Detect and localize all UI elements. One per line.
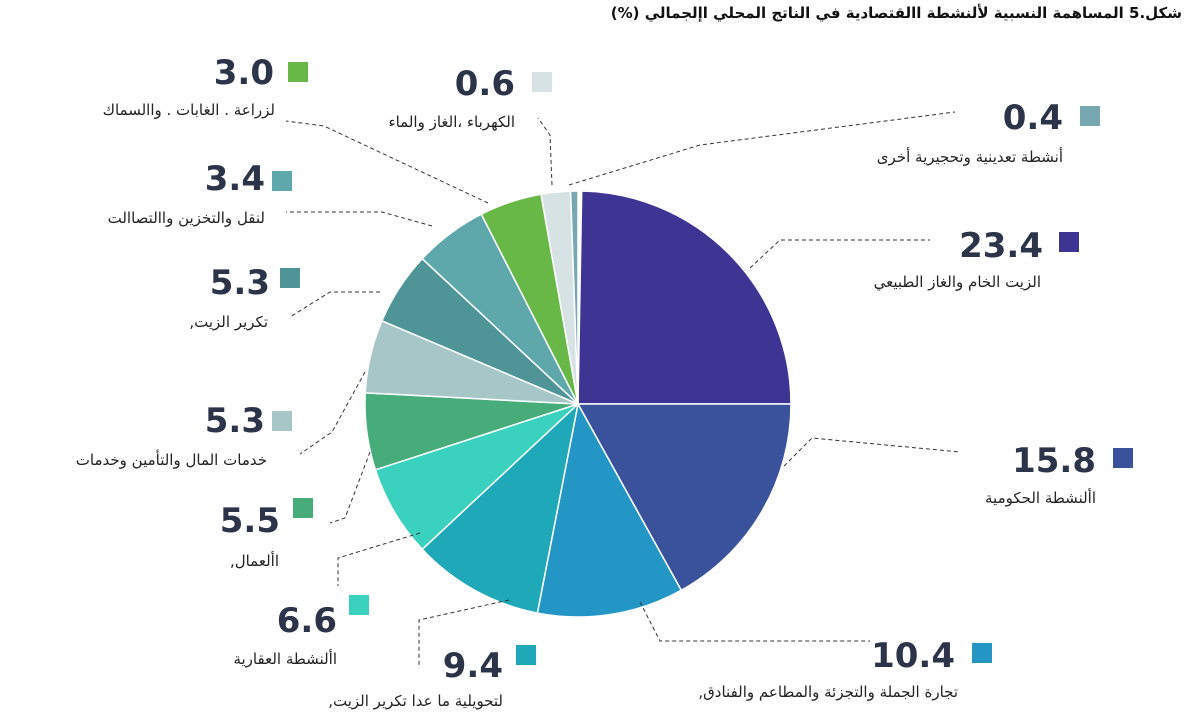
legend-swatch: [1059, 232, 1079, 252]
leader-line: [337, 532, 421, 586]
slice-category-label: لتحويلية ما عدا تكرير الزيت,: [328, 692, 503, 710]
leader-line: [639, 601, 870, 642]
slice-value-label: 0.6: [455, 64, 515, 104]
leader-line: [537, 117, 553, 186]
leader-line: [329, 451, 371, 524]
leader-line: [418, 599, 510, 668]
slice-category-label: األعمال,: [230, 551, 279, 570]
slice-value-label: 23.4: [959, 226, 1043, 266]
slice-category-label: األنشطة الحكومية: [985, 488, 1096, 507]
leader-line: [749, 239, 930, 269]
legend-swatch: [532, 72, 552, 92]
slice-category-label: الكهرباء ،الغاز والماء: [389, 113, 515, 131]
legend-swatch: [293, 498, 313, 518]
slice-value-label: 5.3: [205, 401, 265, 441]
slice-category-label: أنشطة تعدينية وتحجيرية أخرى: [877, 147, 1063, 166]
pie-slice: [536, 401, 683, 618]
slice-category-label: خدمات المال والتأمين وخدمات: [76, 449, 267, 469]
legend-swatch: [1113, 448, 1133, 468]
legend-swatch: [516, 645, 536, 665]
legend-swatch: [288, 62, 308, 82]
slice-value-label: 5.3: [210, 263, 270, 303]
slice-value-label: 0.4: [1003, 98, 1063, 138]
legend-swatch: [280, 268, 300, 288]
slice-category-label: الزيت الخام والغاز الطبيعي: [874, 273, 1041, 292]
slice-category-label: لنقل والتخزين واالتصاالت: [108, 209, 265, 227]
slice-value-label: 6.6: [277, 601, 337, 641]
slice-value-label: 3.0: [214, 53, 274, 93]
legend-swatch: [349, 595, 369, 615]
slice-value-label: 5.5: [220, 501, 280, 541]
legend-swatch: [1080, 106, 1100, 126]
slice-value-label: 9.4: [443, 646, 503, 686]
pie-slice: [576, 403, 792, 592]
chart-title: شكل.5 المساهمة النسبية لألنشطة االقتصادي…: [610, 4, 1182, 22]
legend-swatch: [272, 411, 292, 431]
legend-swatch: [972, 643, 992, 663]
leader-line: [289, 291, 380, 318]
pie-slice: [421, 401, 580, 614]
slice-value-label: 10.4: [871, 636, 955, 676]
pie-slice: [569, 190, 579, 405]
slice-value-label: 3.4: [205, 159, 265, 199]
slice-category-label: لزراعة . الغابات . واالسماك: [103, 101, 275, 119]
leader-line: [783, 437, 961, 467]
slice-category-label: تجارة الجملة والتجزئة والمطاعم والفنادق,: [698, 683, 958, 701]
legend-swatch: [272, 171, 292, 191]
leader-line: [568, 111, 956, 186]
pie-slice: [577, 190, 792, 405]
leader-line: [285, 120, 489, 204]
slice-value-label: 15.8: [1012, 441, 1096, 481]
leader-line: [299, 371, 366, 455]
slice-category-label: األنشطة العقارية: [233, 649, 337, 668]
leader-line: [286, 211, 433, 227]
slice-category-label: تكرير الزيت,: [189, 313, 268, 331]
